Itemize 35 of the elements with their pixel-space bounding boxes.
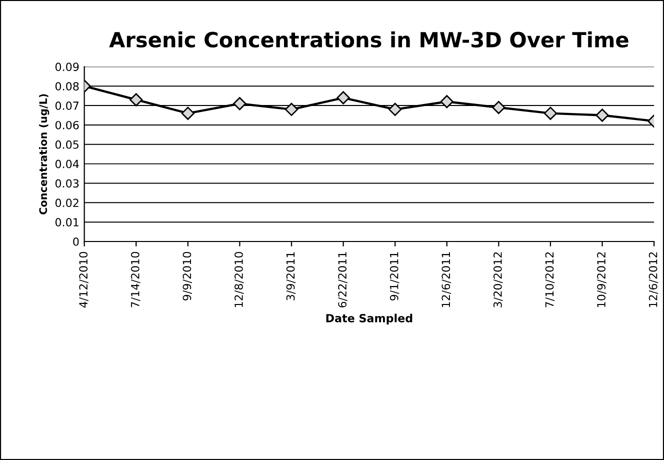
point [233,97,246,110]
y-tick-label: 0.09 [55,62,79,72]
y-tick-label: 0.04 [55,160,79,168]
chart-title: Arsenic Concentrations in MW-3D Over Time [109,31,628,48]
x-tick-label: 3/20/2012 [493,252,503,308]
y-tick-label: 0.06 [55,120,79,130]
x-tick-label: 9/1/2011 [390,252,400,300]
x-tick-label: 9/9/2010 [182,252,192,300]
point [130,93,143,106]
point [336,91,350,104]
x-tick-label: 7/14/2010 [130,252,140,308]
x-tick-label: 10/9/2012 [597,252,606,307]
point [596,108,609,122]
point [544,106,558,120]
x-tick-label: 7/10/2012 [545,252,555,308]
y-axis-title: Concentration (ug/L) [39,94,50,214]
y-tick-label: 0.03 [55,179,79,188]
x-tick-label: 12/6/2011 [442,252,451,307]
point [440,95,454,108]
point [492,100,506,114]
point [284,102,298,116]
y-tick-label: 0.08 [55,82,79,90]
y-tick-label: 0.02 [55,198,78,208]
y-tick-label: 0.07 [55,102,79,110]
x-tick-label: 6/22/2011 [338,252,348,308]
y-tick-label: 0.05 [55,140,78,149]
x-tick-label: 3/9/2011 [286,252,296,300]
x-tick-label: 12/8/2010 [234,252,244,307]
x-tick-label: 4/12/2010 [79,252,88,308]
point [388,102,402,116]
y-tick-label: 0.01 [55,218,78,226]
y-tick-label: 0 [73,237,79,246]
x-axis-title: Date Sampled [326,314,412,325]
x-tick-label: 12/6/2012 [648,252,658,307]
point [181,106,194,120]
